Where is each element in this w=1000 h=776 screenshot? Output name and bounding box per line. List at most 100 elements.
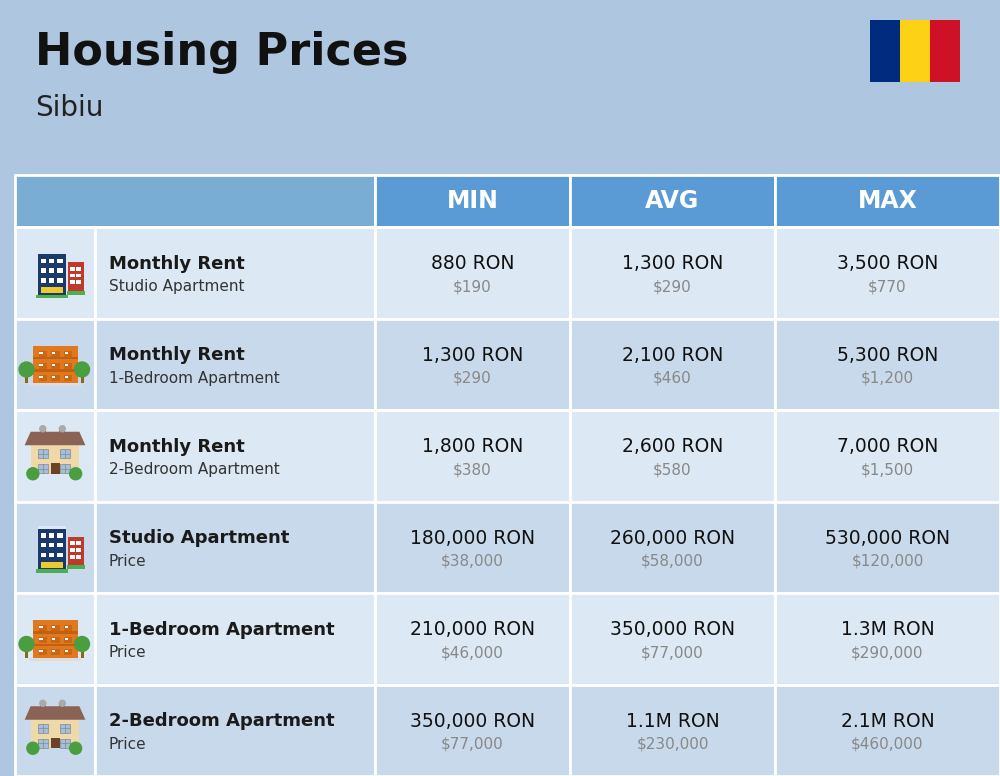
FancyBboxPatch shape bbox=[57, 533, 63, 538]
FancyBboxPatch shape bbox=[38, 637, 47, 643]
FancyBboxPatch shape bbox=[15, 410, 95, 501]
FancyBboxPatch shape bbox=[41, 533, 46, 538]
Text: Sibiu: Sibiu bbox=[35, 94, 103, 122]
Text: Studio Apartment: Studio Apartment bbox=[109, 279, 244, 294]
Circle shape bbox=[74, 362, 90, 377]
FancyBboxPatch shape bbox=[38, 449, 48, 458]
Circle shape bbox=[40, 426, 46, 431]
Text: 1,300 RON: 1,300 RON bbox=[422, 346, 523, 365]
Text: 2-Bedroom Apartment: 2-Bedroom Apartment bbox=[109, 712, 335, 730]
FancyBboxPatch shape bbox=[51, 375, 60, 381]
FancyBboxPatch shape bbox=[76, 267, 81, 271]
FancyBboxPatch shape bbox=[570, 175, 775, 227]
Text: 1-Bedroom Apartment: 1-Bedroom Apartment bbox=[109, 371, 280, 386]
FancyBboxPatch shape bbox=[95, 684, 375, 776]
FancyBboxPatch shape bbox=[775, 175, 1000, 227]
FancyBboxPatch shape bbox=[64, 625, 72, 631]
Text: 1,300 RON: 1,300 RON bbox=[622, 255, 723, 273]
FancyBboxPatch shape bbox=[76, 541, 81, 545]
Text: $380: $380 bbox=[453, 462, 492, 477]
Text: Monthly Rent: Monthly Rent bbox=[109, 438, 245, 456]
FancyBboxPatch shape bbox=[41, 562, 63, 567]
Circle shape bbox=[59, 700, 65, 706]
Circle shape bbox=[40, 700, 46, 706]
FancyBboxPatch shape bbox=[68, 537, 84, 565]
Text: MIN: MIN bbox=[447, 189, 498, 213]
FancyBboxPatch shape bbox=[38, 525, 66, 569]
FancyBboxPatch shape bbox=[57, 268, 63, 272]
Text: 1.1M RON: 1.1M RON bbox=[626, 712, 719, 731]
Text: $290: $290 bbox=[653, 279, 692, 294]
Text: 1-Bedroom Apartment: 1-Bedroom Apartment bbox=[109, 621, 335, 639]
FancyBboxPatch shape bbox=[38, 739, 48, 747]
Text: 1.3M RON: 1.3M RON bbox=[841, 620, 934, 639]
FancyBboxPatch shape bbox=[15, 227, 95, 318]
FancyBboxPatch shape bbox=[38, 464, 48, 473]
FancyBboxPatch shape bbox=[31, 720, 79, 748]
Text: $230,000: $230,000 bbox=[636, 736, 709, 752]
FancyBboxPatch shape bbox=[375, 227, 570, 318]
FancyBboxPatch shape bbox=[38, 351, 47, 357]
FancyBboxPatch shape bbox=[570, 684, 775, 776]
FancyBboxPatch shape bbox=[60, 739, 70, 747]
FancyBboxPatch shape bbox=[52, 638, 55, 640]
Circle shape bbox=[70, 743, 82, 754]
FancyBboxPatch shape bbox=[65, 376, 68, 378]
FancyBboxPatch shape bbox=[76, 273, 81, 277]
FancyBboxPatch shape bbox=[36, 295, 68, 298]
Text: $580: $580 bbox=[653, 462, 692, 477]
FancyBboxPatch shape bbox=[36, 569, 68, 573]
FancyBboxPatch shape bbox=[52, 626, 55, 629]
FancyBboxPatch shape bbox=[52, 376, 55, 378]
FancyBboxPatch shape bbox=[25, 374, 28, 383]
FancyBboxPatch shape bbox=[95, 410, 375, 501]
Text: 5,300 RON: 5,300 RON bbox=[837, 346, 938, 365]
FancyBboxPatch shape bbox=[49, 542, 54, 547]
FancyBboxPatch shape bbox=[775, 684, 1000, 776]
FancyBboxPatch shape bbox=[95, 501, 375, 593]
FancyBboxPatch shape bbox=[67, 291, 85, 295]
FancyBboxPatch shape bbox=[64, 362, 72, 369]
Text: 210,000 RON: 210,000 RON bbox=[410, 620, 535, 639]
FancyBboxPatch shape bbox=[57, 258, 63, 263]
FancyBboxPatch shape bbox=[29, 383, 81, 386]
FancyBboxPatch shape bbox=[65, 650, 68, 653]
FancyBboxPatch shape bbox=[570, 318, 775, 410]
FancyBboxPatch shape bbox=[15, 318, 95, 410]
Text: Housing Prices: Housing Prices bbox=[35, 30, 409, 74]
FancyBboxPatch shape bbox=[32, 620, 78, 657]
FancyBboxPatch shape bbox=[31, 445, 79, 474]
Circle shape bbox=[19, 362, 34, 377]
Text: Studio Apartment: Studio Apartment bbox=[109, 529, 289, 547]
FancyBboxPatch shape bbox=[930, 20, 960, 82]
FancyBboxPatch shape bbox=[775, 227, 1000, 318]
Text: 350,000 RON: 350,000 RON bbox=[410, 712, 535, 731]
FancyBboxPatch shape bbox=[775, 593, 1000, 684]
FancyBboxPatch shape bbox=[49, 553, 54, 557]
FancyBboxPatch shape bbox=[80, 374, 84, 383]
Polygon shape bbox=[25, 431, 85, 445]
FancyBboxPatch shape bbox=[375, 175, 570, 227]
FancyBboxPatch shape bbox=[70, 555, 75, 559]
FancyBboxPatch shape bbox=[15, 684, 95, 776]
FancyBboxPatch shape bbox=[59, 703, 65, 709]
Text: $460,000: $460,000 bbox=[851, 736, 924, 752]
FancyBboxPatch shape bbox=[39, 363, 43, 366]
FancyBboxPatch shape bbox=[50, 463, 60, 474]
FancyBboxPatch shape bbox=[41, 287, 63, 293]
Text: 180,000 RON: 180,000 RON bbox=[410, 528, 535, 548]
FancyBboxPatch shape bbox=[41, 563, 46, 566]
FancyBboxPatch shape bbox=[570, 410, 775, 501]
FancyBboxPatch shape bbox=[39, 626, 43, 629]
Text: 880 RON: 880 RON bbox=[431, 255, 514, 273]
Text: $460: $460 bbox=[653, 371, 692, 386]
FancyBboxPatch shape bbox=[57, 278, 63, 282]
FancyBboxPatch shape bbox=[39, 638, 43, 640]
Text: 2,600 RON: 2,600 RON bbox=[622, 437, 723, 456]
Text: $190: $190 bbox=[453, 279, 492, 294]
Circle shape bbox=[59, 426, 65, 431]
FancyBboxPatch shape bbox=[41, 268, 46, 272]
FancyBboxPatch shape bbox=[32, 357, 78, 359]
Text: Price: Price bbox=[109, 646, 147, 660]
FancyBboxPatch shape bbox=[50, 738, 60, 748]
